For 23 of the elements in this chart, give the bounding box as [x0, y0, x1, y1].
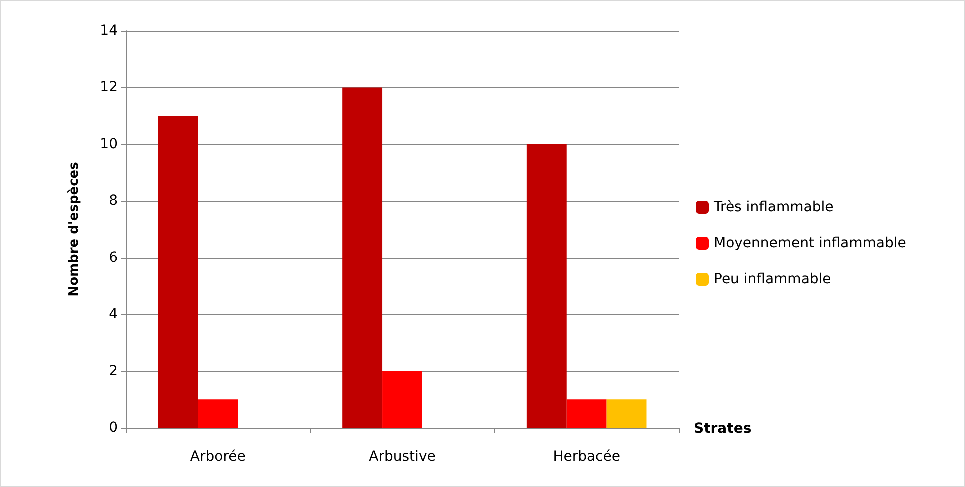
- bar: [382, 371, 422, 428]
- x-tick-label: Herbacée: [553, 449, 620, 465]
- y-tick-label: 2: [109, 363, 118, 380]
- bar: [198, 400, 238, 428]
- x-axis-title: Strates: [694, 421, 752, 437]
- y-tick-label: 14: [100, 23, 118, 39]
- y-tick-label: 6: [109, 250, 118, 266]
- bar: [158, 116, 198, 428]
- legend-label: Moyennement inflammable: [714, 236, 906, 252]
- x-tick-label: Arbustive: [369, 449, 436, 465]
- y-tick-label: 0: [109, 420, 118, 436]
- bar: [606, 400, 647, 428]
- legend-label: Peu inflammable: [714, 272, 832, 288]
- bar: [566, 400, 607, 428]
- y-axis-title: Nombre d'espèces: [67, 162, 82, 297]
- bar: [526, 144, 567, 428]
- x-tick-label: Arborée: [190, 449, 246, 465]
- bar: [342, 88, 383, 428]
- y-tick-label: 12: [100, 80, 118, 96]
- y-tick-label: 8: [109, 193, 118, 210]
- y-tick-label: 10: [100, 136, 118, 152]
- legend-label: Très inflammable: [713, 200, 834, 216]
- y-tick-label: 4: [109, 306, 118, 323]
